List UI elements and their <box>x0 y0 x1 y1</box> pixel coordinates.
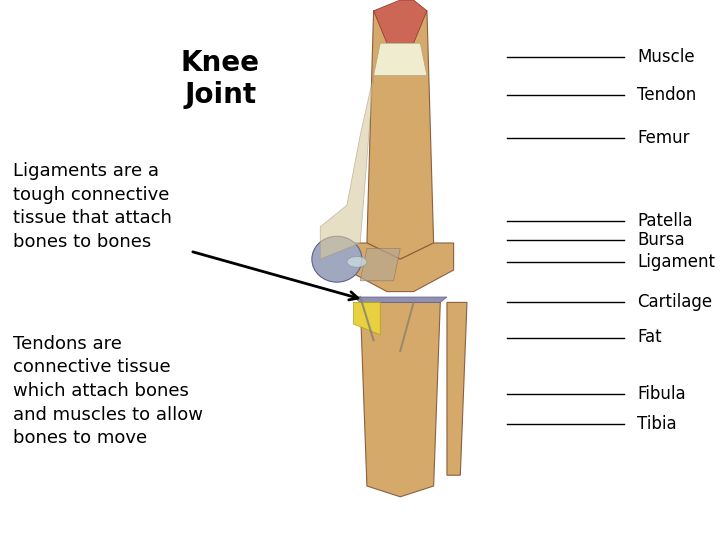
Polygon shape <box>360 248 400 281</box>
Text: Femur: Femur <box>637 129 690 147</box>
Polygon shape <box>374 0 427 43</box>
Text: Muscle: Muscle <box>637 48 695 66</box>
Text: Cartilage: Cartilage <box>637 293 712 312</box>
Polygon shape <box>354 302 380 335</box>
Text: Tendon: Tendon <box>637 85 696 104</box>
Text: Ligament: Ligament <box>637 253 715 271</box>
Polygon shape <box>367 11 433 259</box>
Text: Knee
Joint: Knee Joint <box>181 49 260 109</box>
Text: Fibula: Fibula <box>637 385 685 403</box>
Text: Ligaments are a
tough connective
tissue that attach
bones to bones: Ligaments are a tough connective tissue … <box>14 162 172 251</box>
Polygon shape <box>374 43 427 76</box>
Polygon shape <box>354 297 447 302</box>
Text: Patella: Patella <box>637 212 693 231</box>
Text: Bursa: Bursa <box>637 231 685 249</box>
Polygon shape <box>360 302 441 497</box>
Text: Tendons are
connective tissue
which attach bones
and muscles to allow
bones to m: Tendons are connective tissue which atta… <box>14 335 203 447</box>
Ellipse shape <box>347 256 367 267</box>
Text: Fat: Fat <box>637 328 662 347</box>
Ellipse shape <box>312 237 362 282</box>
Text: Tibia: Tibia <box>637 415 677 433</box>
Polygon shape <box>447 302 467 475</box>
Polygon shape <box>347 243 454 292</box>
Polygon shape <box>320 76 374 259</box>
